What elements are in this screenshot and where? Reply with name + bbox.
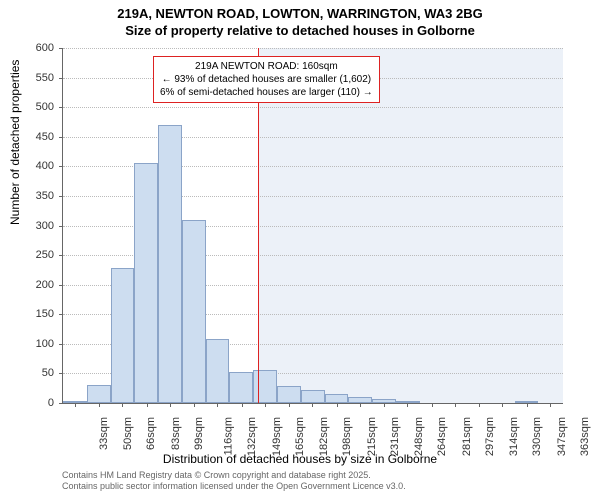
xtick-label: 314sqm: [509, 417, 521, 456]
histogram-bar: [182, 220, 206, 403]
ytick-mark: [59, 344, 63, 345]
xtick-mark: [265, 403, 266, 407]
xtick-mark: [384, 403, 385, 407]
ytick-label: 550: [24, 72, 54, 84]
xtick-label: 132sqm: [246, 417, 258, 456]
xtick-label: 50sqm: [122, 417, 134, 450]
callout-line2: ← 93% of detached houses are smaller (1,…: [160, 73, 373, 86]
y-axis-label: Number of detached properties: [8, 60, 22, 225]
ytick-label: 350: [24, 190, 54, 202]
histogram-bar: [301, 390, 325, 403]
histogram-bar: [87, 385, 111, 403]
ytick-mark: [59, 196, 63, 197]
gridline: [63, 137, 563, 138]
ytick-label: 400: [24, 160, 54, 172]
xtick-mark: [99, 403, 100, 407]
xtick-label: 182sqm: [318, 417, 330, 456]
histogram-bar: [229, 372, 253, 403]
ytick-mark: [59, 255, 63, 256]
ytick-mark: [59, 285, 63, 286]
chart-container: 219A, NEWTON ROAD, LOWTON, WARRINGTON, W…: [0, 0, 600, 500]
histogram-bar: [158, 125, 182, 403]
histogram-bar: [325, 394, 349, 403]
xtick-label: 165sqm: [294, 417, 306, 456]
ytick-mark: [59, 137, 63, 138]
gridline: [63, 48, 563, 49]
xtick-label: 99sqm: [193, 417, 205, 450]
ytick-label: 200: [24, 279, 54, 291]
xtick-label: 231sqm: [389, 417, 401, 456]
xtick-label: 347sqm: [556, 417, 568, 456]
xtick-label: 149sqm: [271, 417, 283, 456]
xtick-label: 198sqm: [341, 417, 353, 456]
ytick-mark: [59, 107, 63, 108]
xtick-mark: [122, 403, 123, 407]
xtick-mark: [75, 403, 76, 407]
ytick-label: 100: [24, 338, 54, 350]
ytick-label: 250: [24, 249, 54, 261]
xtick-mark: [337, 403, 338, 407]
xtick-label: 363sqm: [579, 417, 591, 456]
xtick-label: 297sqm: [484, 417, 496, 456]
xtick-mark: [289, 403, 290, 407]
xtick-label: 116sqm: [222, 417, 234, 455]
xtick-label: 248sqm: [413, 417, 425, 456]
title-line-1: 219A, NEWTON ROAD, LOWTON, WARRINGTON, W…: [0, 6, 600, 23]
xtick-label: 215sqm: [366, 417, 378, 456]
footer-line-2: Contains public sector information licen…: [62, 481, 406, 492]
footer-line-1: Contains HM Land Registry data © Crown c…: [62, 470, 406, 481]
histogram-bar: [111, 268, 135, 403]
xtick-mark: [217, 403, 218, 407]
histogram-bar: [134, 163, 158, 403]
ytick-label: 0: [24, 397, 54, 409]
title-block: 219A, NEWTON ROAD, LOWTON, WARRINGTON, W…: [0, 0, 600, 40]
ytick-label: 600: [24, 42, 54, 54]
ytick-mark: [59, 226, 63, 227]
callout-box: 219A NEWTON ROAD: 160sqm← 93% of detache…: [153, 56, 380, 103]
ytick-label: 50: [24, 367, 54, 379]
ytick-label: 300: [24, 220, 54, 232]
xtick-label: 264sqm: [437, 417, 449, 456]
xtick-label: 33sqm: [98, 417, 110, 450]
gridline: [63, 107, 563, 108]
footer-attribution: Contains HM Land Registry data © Crown c…: [62, 470, 406, 493]
callout-line1: 219A NEWTON ROAD: 160sqm: [160, 60, 373, 73]
xtick-mark: [527, 403, 528, 407]
xtick-mark: [170, 403, 171, 407]
xtick-label: 330sqm: [532, 417, 544, 456]
ytick-mark: [59, 78, 63, 79]
ytick-label: 500: [24, 101, 54, 113]
xtick-mark: [502, 403, 503, 407]
callout-line3: 6% of semi-detached houses are larger (1…: [160, 86, 373, 99]
xtick-mark: [312, 403, 313, 407]
histogram-bar: [206, 339, 230, 403]
ytick-label: 150: [24, 308, 54, 320]
xtick-mark: [360, 403, 361, 407]
xtick-label: 66sqm: [145, 417, 157, 450]
xtick-mark: [194, 403, 195, 407]
ytick-mark: [59, 403, 63, 404]
ytick-mark: [59, 166, 63, 167]
xtick-mark: [407, 403, 408, 407]
xtick-mark: [455, 403, 456, 407]
plot-area: 219A NEWTON ROAD: 160sqm← 93% of detache…: [62, 48, 563, 404]
xtick-mark: [432, 403, 433, 407]
title-line-2: Size of property relative to detached ho…: [0, 23, 600, 40]
xtick-mark: [147, 403, 148, 407]
ytick-mark: [59, 373, 63, 374]
xtick-label: 83sqm: [170, 417, 182, 450]
xtick-mark: [242, 403, 243, 407]
xtick-label: 281sqm: [461, 417, 473, 456]
xtick-mark: [550, 403, 551, 407]
histogram-bar: [277, 386, 301, 403]
ytick-mark: [59, 48, 63, 49]
xtick-mark: [479, 403, 480, 407]
ytick-mark: [59, 314, 63, 315]
ytick-label: 450: [24, 131, 54, 143]
